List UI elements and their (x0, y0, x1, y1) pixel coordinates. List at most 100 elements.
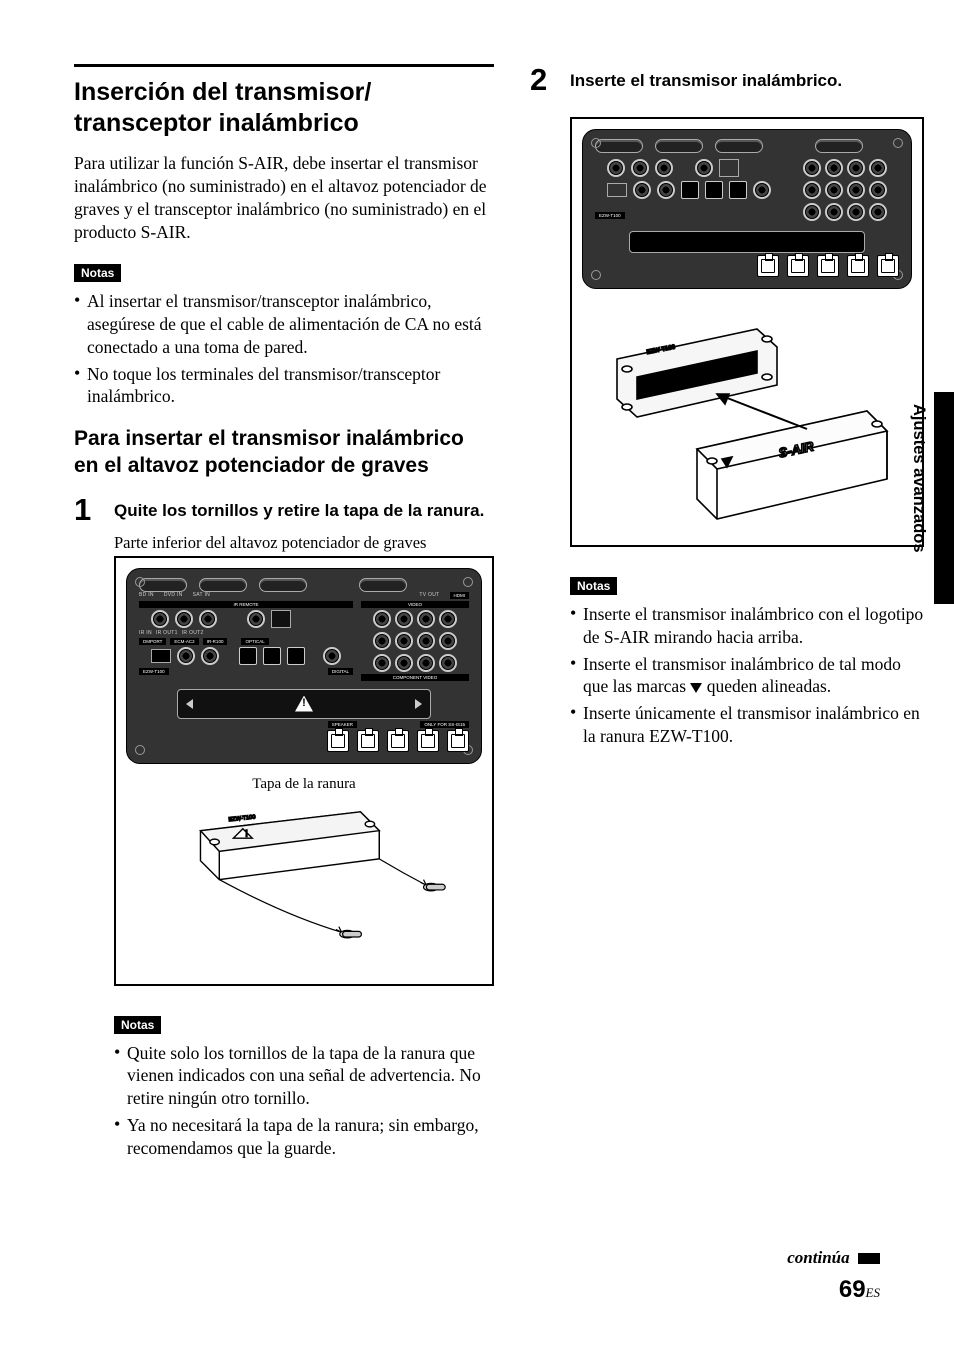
rca-jack-icon (373, 610, 391, 628)
notas-list-2: Quite solo los tornillos de la tapa de l… (114, 1042, 494, 1160)
notas-badge: Notas (114, 1016, 161, 1034)
rear-panel-illustration: EZW-T100 (582, 129, 912, 289)
list-item: Inserte únicamente el transmisor inalámb… (570, 702, 924, 748)
section-side-tab (934, 392, 954, 604)
left-column: Inserción del transmisor/ transceptor in… (74, 64, 494, 1177)
triangle-left-icon (186, 699, 193, 709)
section-label: SPEAKER (328, 721, 357, 728)
hdmi-port-icon (715, 139, 763, 153)
list-item: Inserte el transmisor inalámbrico con el… (570, 603, 924, 649)
hdmi-port-icon (595, 139, 643, 153)
hdmi-port-icon (259, 578, 307, 592)
hdmi-port-icon (655, 139, 703, 153)
rca-jack-icon (417, 654, 435, 672)
open-slot-icon (629, 231, 865, 253)
hdmi-port-icon (199, 578, 247, 592)
rca-jack-icon (439, 610, 457, 628)
port-label: IR IN (139, 630, 152, 636)
section-label: IR-R100 (203, 638, 228, 645)
down-triangle-icon (690, 683, 702, 693)
rca-jack-icon (373, 632, 391, 650)
hdmi-port-icon (359, 578, 407, 592)
notas-list-3: Inserte el transmisor inalámbrico con el… (570, 603, 924, 748)
port-label: TV OUT (419, 592, 439, 599)
dmport-icon (151, 649, 171, 663)
page-footer: continúa 69ES (787, 1247, 880, 1304)
list-item: Ya no necesitará la tapa de la ranura; s… (114, 1114, 494, 1160)
rca-jack-icon (417, 632, 435, 650)
rca-jack-icon (373, 654, 391, 672)
port-label: SAT IN (193, 592, 210, 599)
screw-hole-icon (135, 745, 145, 755)
step-text: Inserte el transmisor inalámbrico. (570, 64, 842, 92)
optical-port-icon (287, 647, 305, 665)
section-label: DIGITAL (328, 668, 353, 675)
jack-icon (151, 610, 169, 628)
slot-cover-icon (177, 689, 432, 719)
port-label: DVD IN (164, 592, 183, 599)
warning-triangle-icon (295, 696, 313, 712)
rca-jack-icon (417, 610, 435, 628)
jack-icon (753, 181, 771, 199)
speaker-terminal-icon (447, 730, 469, 752)
port-label: BD IN (139, 592, 154, 599)
section-label: IR REMOTE (139, 601, 353, 608)
continue-label: continúa (787, 1248, 849, 1267)
optical-port-icon (681, 181, 699, 199)
optical-port-icon (263, 647, 281, 665)
step-1: 1 Quite los tornillos y retire la tapa d… (74, 494, 494, 525)
optical-port-icon (239, 647, 257, 665)
optical-port-icon (729, 181, 747, 199)
list-item: Inserte el transmisor inalámbrico de tal… (570, 653, 924, 699)
section-label: EZW-T100 (595, 212, 625, 219)
cover-svg: ! EZW-T100 (116, 793, 492, 953)
optical-port-icon (705, 181, 723, 199)
jack-icon (633, 181, 651, 199)
right-column: 2 Inserte el transmisor inalámbrico. (530, 64, 924, 1177)
section-rule (74, 64, 494, 67)
list-item: Quite solo los tornillos de la tapa de l… (114, 1042, 494, 1110)
section-label: EZW-T100 (139, 668, 169, 675)
section-title: Inserción del transmisor/ transceptor in… (74, 77, 494, 138)
jack-icon (655, 159, 673, 177)
section-label: OPTICAL (241, 638, 268, 645)
am-terminal-icon (719, 159, 739, 177)
section-label: COMPONENT VIDEO (361, 674, 469, 681)
section-label: DMPORT (139, 638, 166, 645)
list-item: Al insertar el transmisor/transceptor in… (74, 290, 494, 358)
speaker-terminal-row (127, 728, 481, 754)
jack-icon (631, 159, 649, 177)
screw-hole-icon (591, 270, 601, 280)
intro-paragraph: Para utilizar la función S-AIR, debe ins… (74, 152, 494, 244)
section-side-label: Ajustes avanzados (909, 404, 928, 553)
am-terminal-icon (271, 610, 291, 628)
screw-hole-icon (135, 577, 145, 587)
speaker-terminal-icon (327, 730, 349, 752)
svg-text:!: ! (245, 827, 248, 838)
screw-hole-icon (463, 577, 473, 587)
jack-icon (695, 159, 713, 177)
jack-icon (607, 159, 625, 177)
step-number: 2 (530, 64, 570, 95)
list-item: No toque los terminales del transmisor/t… (74, 363, 494, 409)
section-label: ECM-AC2 (170, 638, 198, 645)
subheading: Para insertar el transmisor inalámbrico … (74, 426, 494, 480)
rca-jack-icon (395, 654, 413, 672)
hdmi-port-icon (815, 139, 863, 153)
jack-icon (201, 647, 219, 665)
svg-text:EZW-T100: EZW-T100 (228, 814, 256, 823)
hdmi-port-icon (139, 578, 187, 592)
port-label: HDMI (450, 592, 470, 599)
speaker-terminal-icon (387, 730, 409, 752)
port-label: IR OUT1 (156, 630, 178, 636)
page-number-value: 69 (839, 1276, 866, 1303)
diagram-rear-panel-with-cover: BD IN DVD IN SAT IN TV OUT HDMI IR REMOT… (114, 556, 494, 986)
rca-jack-icon (439, 654, 457, 672)
diagram-caption: Parte inferior del altavoz potenciador d… (114, 533, 494, 554)
dmport-icon (607, 183, 627, 197)
rca-jack-icon (395, 610, 413, 628)
screw-hole-icon (591, 138, 601, 148)
step-text: Quite los tornillos y retire la tapa de … (114, 494, 484, 522)
screw-hole-icon (893, 138, 903, 148)
speaker-terminal-icon (357, 730, 379, 752)
